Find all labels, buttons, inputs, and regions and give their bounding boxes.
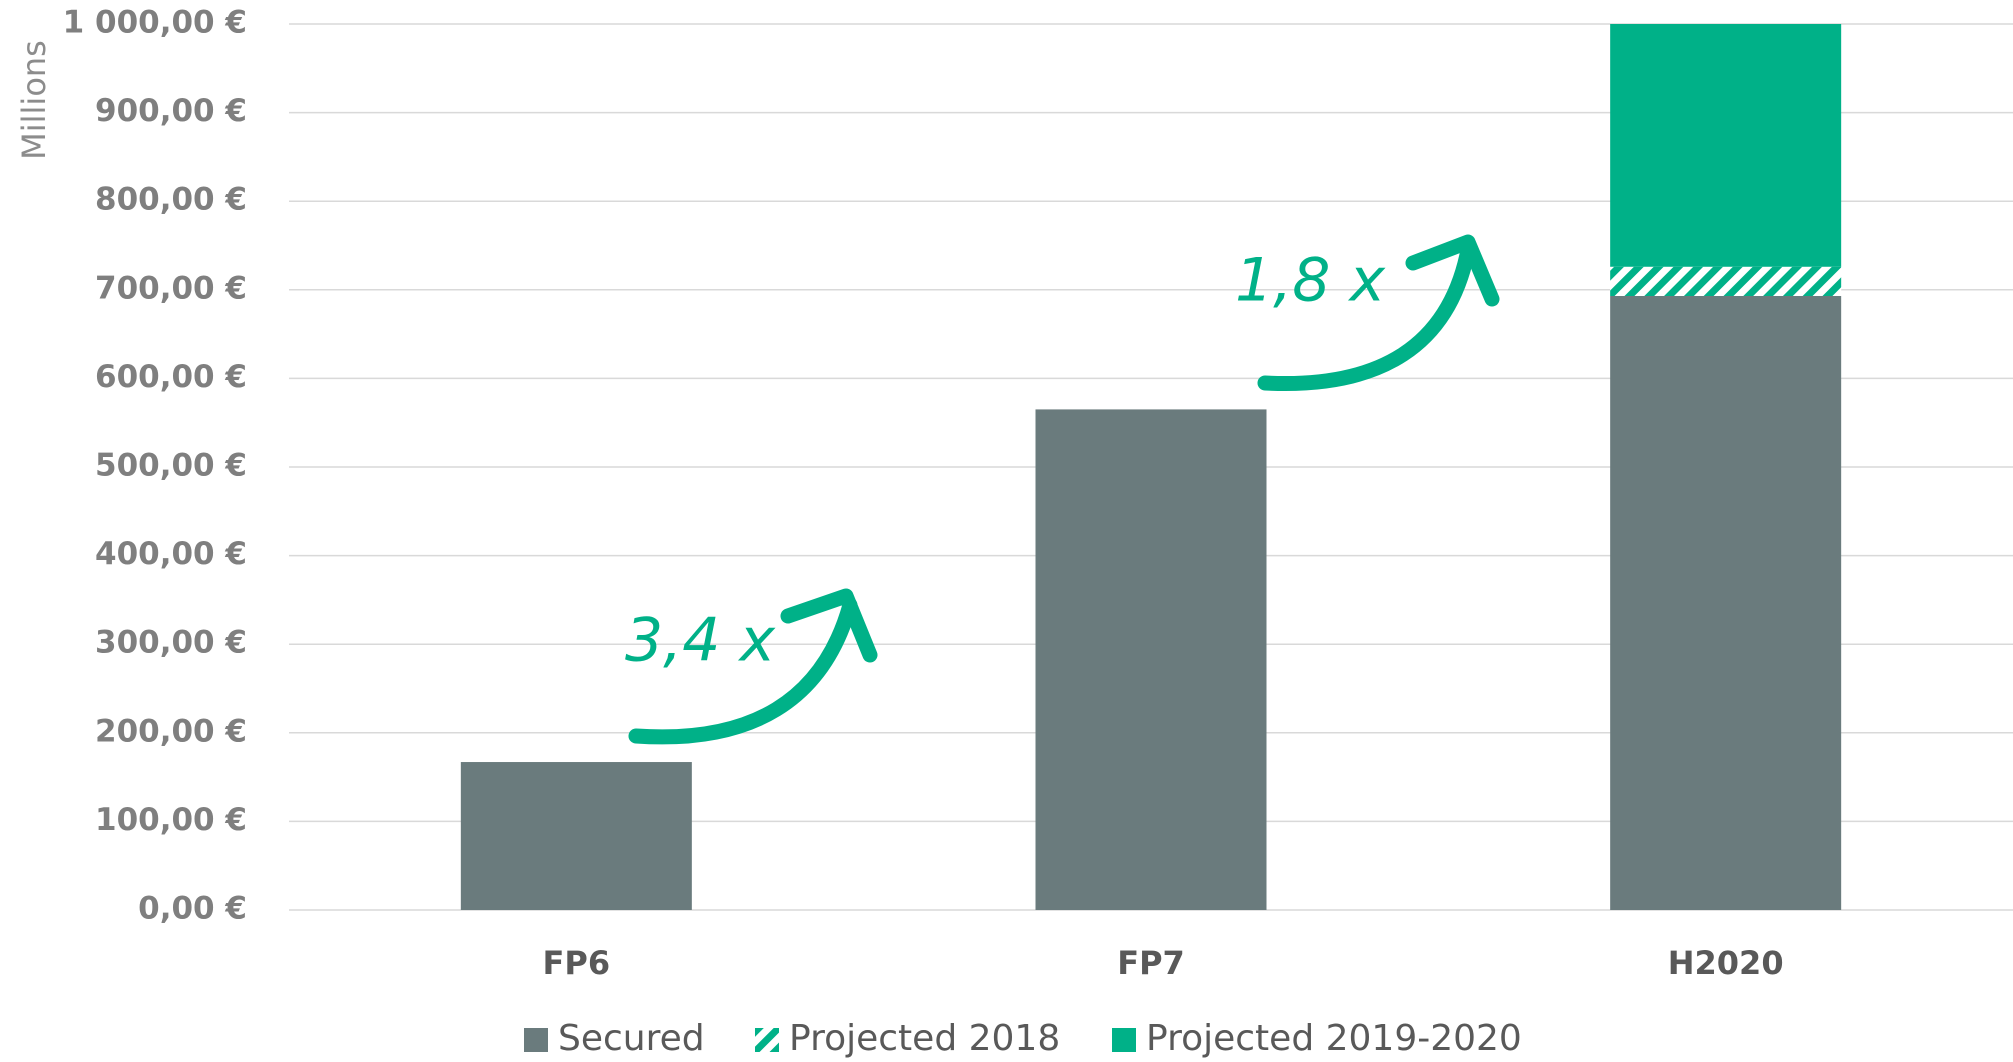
arrow-head [780,588,878,663]
annotation: 1,8 x [1235,246,1385,316]
y-tick-label: 500,00 € [95,448,247,484]
legend-label: Projected 2018 [789,1018,1060,1059]
y-tick-label: 1 000,00 € [63,5,247,41]
arrow-head [1405,234,1500,307]
bar-segment [1610,296,1842,910]
arrow [1257,242,1476,392]
legend-swatch [1112,1028,1136,1052]
legend-label: Projected 2019-2020 [1146,1018,1522,1059]
y-tick-label: 0,00 € [138,891,247,927]
bar-segment [1610,266,1842,297]
y-tick-label: 400,00 € [95,536,247,572]
bar-segment [1610,24,1842,267]
x-tick-label: H2020 [1668,944,1784,982]
x-tick-label: FP7 [1117,944,1185,982]
y-tick-label: 200,00 € [95,713,247,749]
bar-segment [460,762,692,910]
legend-swatch [755,1028,779,1052]
x-tick-label: FP6 [543,944,611,982]
growth-arrows [628,234,1500,745]
y-tick-label: 600,00 € [95,359,247,395]
y-tick-label: 800,00 € [95,182,247,218]
y-tick-label: 300,00 € [95,625,247,661]
y-tick-label: 900,00 € [95,93,247,129]
y-tick-label: 100,00 € [95,802,247,838]
bar-segment [1035,409,1267,910]
y-axis-label: Millions [15,40,53,160]
y-tick-label: 700,00 € [95,270,247,306]
arrow [628,597,858,745]
annotation: 3,4 x [625,606,775,676]
legend-swatch [524,1028,548,1052]
legend-label: Secured [558,1018,705,1059]
